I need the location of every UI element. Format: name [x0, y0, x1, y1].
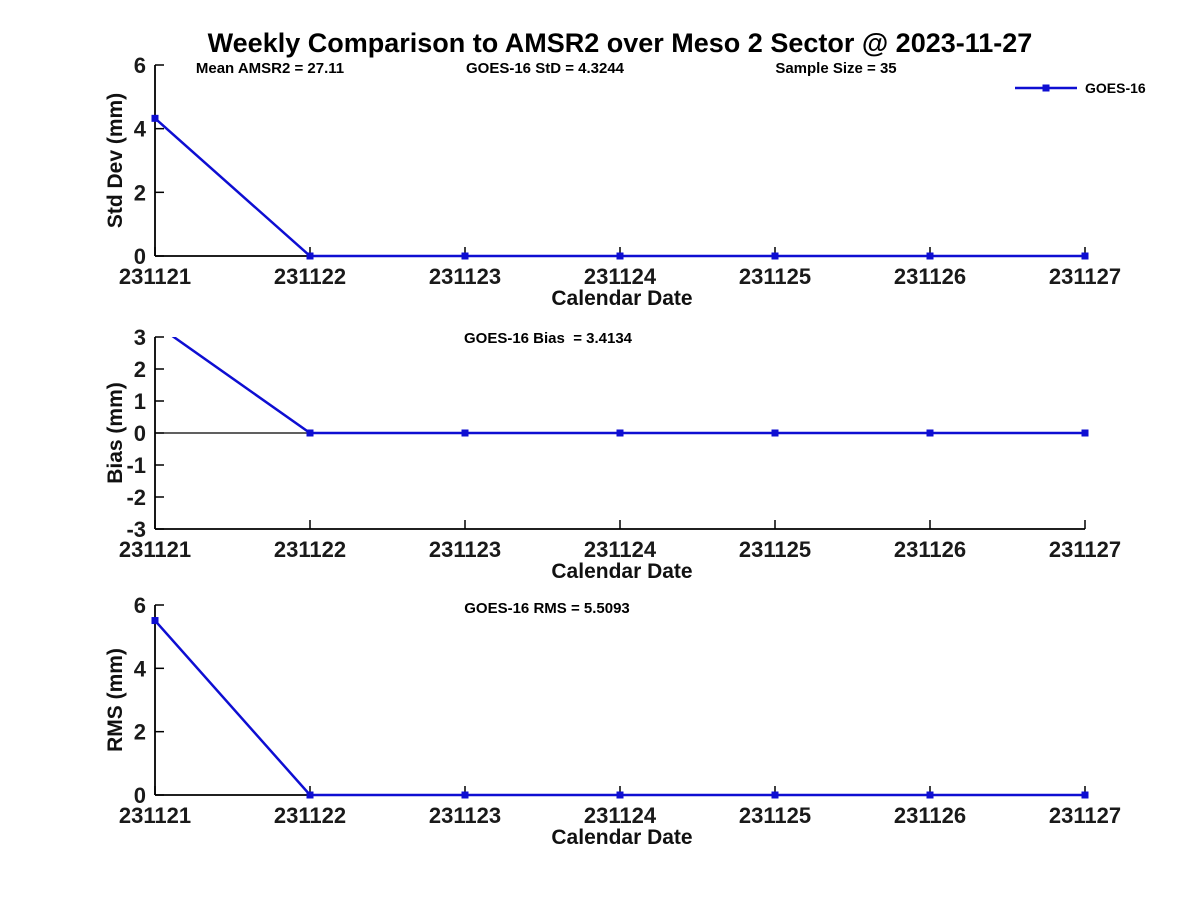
x-axis-title: Calendar Date [551, 560, 692, 583]
data-point-marker [461, 252, 469, 260]
data-point-marker [771, 791, 779, 799]
x-tick-label: 231127 [1049, 264, 1121, 289]
y-tick-label: -2 [126, 485, 146, 510]
data-line [154, 117, 1085, 258]
x-axis-title: Calendar Date [551, 287, 692, 310]
y-tick-label: 0 [134, 783, 146, 808]
x-tick-label: 231125 [739, 537, 811, 562]
x-tick-label: 231121 [119, 264, 191, 289]
stat-annotation: Sample Size = 35 [775, 60, 896, 77]
data-point-marker [306, 429, 314, 437]
figure-title: Weekly Comparison to AMSR2 over Meso 2 S… [207, 28, 1033, 58]
data-point-marker [461, 791, 469, 799]
y-tick-label: 6 [134, 53, 146, 78]
x-tick-label: 231123 [429, 537, 501, 562]
x-tick-label: 231126 [894, 264, 966, 289]
x-tick-label: 231127 [1049, 803, 1121, 828]
y-tick-label: 3 [134, 325, 146, 350]
data-line [154, 619, 1085, 797]
x-tick-label: 231121 [119, 537, 191, 562]
subplot-1: 0 2 4 6 231121 231122 231123 231124 231125 231126… [104, 53, 1146, 310]
data-point-marker [1081, 791, 1089, 799]
x-tick-label: 231127 [1049, 537, 1121, 562]
y-tick-label: 2 [134, 180, 146, 205]
stat-annotation: GOES-16 StD = 4.3244 [466, 60, 625, 77]
data-point-marker [151, 617, 159, 625]
x-tick-label: 231126 [894, 803, 966, 828]
data-point-marker [926, 252, 934, 260]
y-tick-label: -1 [126, 453, 146, 478]
data-point-marker [151, 114, 159, 122]
x-tick-label: 231121 [119, 803, 191, 828]
y-tick-label: -3 [126, 517, 146, 542]
data-point-marker [306, 791, 314, 799]
y-axis-title: Std Dev (mm) [104, 93, 127, 228]
x-tick-label: 231123 [429, 803, 501, 828]
data-point-marker [926, 791, 934, 799]
y-tick-label: 4 [134, 656, 147, 681]
data-point-marker [616, 252, 624, 260]
x-tick-label: 231126 [894, 537, 966, 562]
y-axis-title: RMS (mm) [104, 648, 127, 752]
legend-label: GOES-16 [1085, 80, 1146, 96]
stat-annotation: GOES-16 Bias = 3.4134 [464, 330, 633, 347]
data-point-marker [616, 429, 624, 437]
stat-annotation: GOES-16 RMS = 5.5093 [464, 600, 630, 617]
legend-marker [1042, 84, 1050, 92]
x-tick-label: 231122 [274, 537, 346, 562]
data-point-marker [1081, 252, 1089, 260]
subplot-3: 0 2 4 6 231121 231122 231123 231124 231125 231126… [104, 593, 1121, 849]
x-tick-label: 231123 [429, 264, 501, 289]
x-tick-label: 231124 [584, 537, 657, 562]
x-tick-label: 231125 [739, 264, 811, 289]
y-axis-title: Bias (mm) [104, 382, 127, 484]
y-tick-label: 1 [134, 389, 146, 414]
y-tick-label: 4 [134, 117, 147, 142]
y-tick-label: 2 [134, 357, 146, 382]
y-tick-label: 0 [134, 244, 146, 269]
x-tick-label: 231124 [584, 264, 657, 289]
data-point-marker [926, 429, 934, 437]
y-tick-label: 0 [134, 421, 146, 446]
x-axis-title: Calendar Date [551, 826, 692, 849]
data-point-marker [306, 252, 314, 260]
y-tick-label: 6 [134, 593, 146, 618]
stat-annotation: Mean AMSR2 = 27.11 [196, 60, 344, 77]
y-tick-label: 2 [134, 720, 146, 745]
data-point-marker [771, 252, 779, 260]
x-tick-label: 231125 [739, 803, 811, 828]
data-point-marker [1081, 429, 1089, 437]
data-point-marker [616, 791, 624, 799]
data-point-marker [461, 429, 469, 437]
x-tick-label: 231122 [274, 803, 346, 828]
x-tick-label: 231124 [584, 803, 657, 828]
data-point-marker [771, 429, 779, 437]
x-tick-label: 231122 [274, 264, 346, 289]
